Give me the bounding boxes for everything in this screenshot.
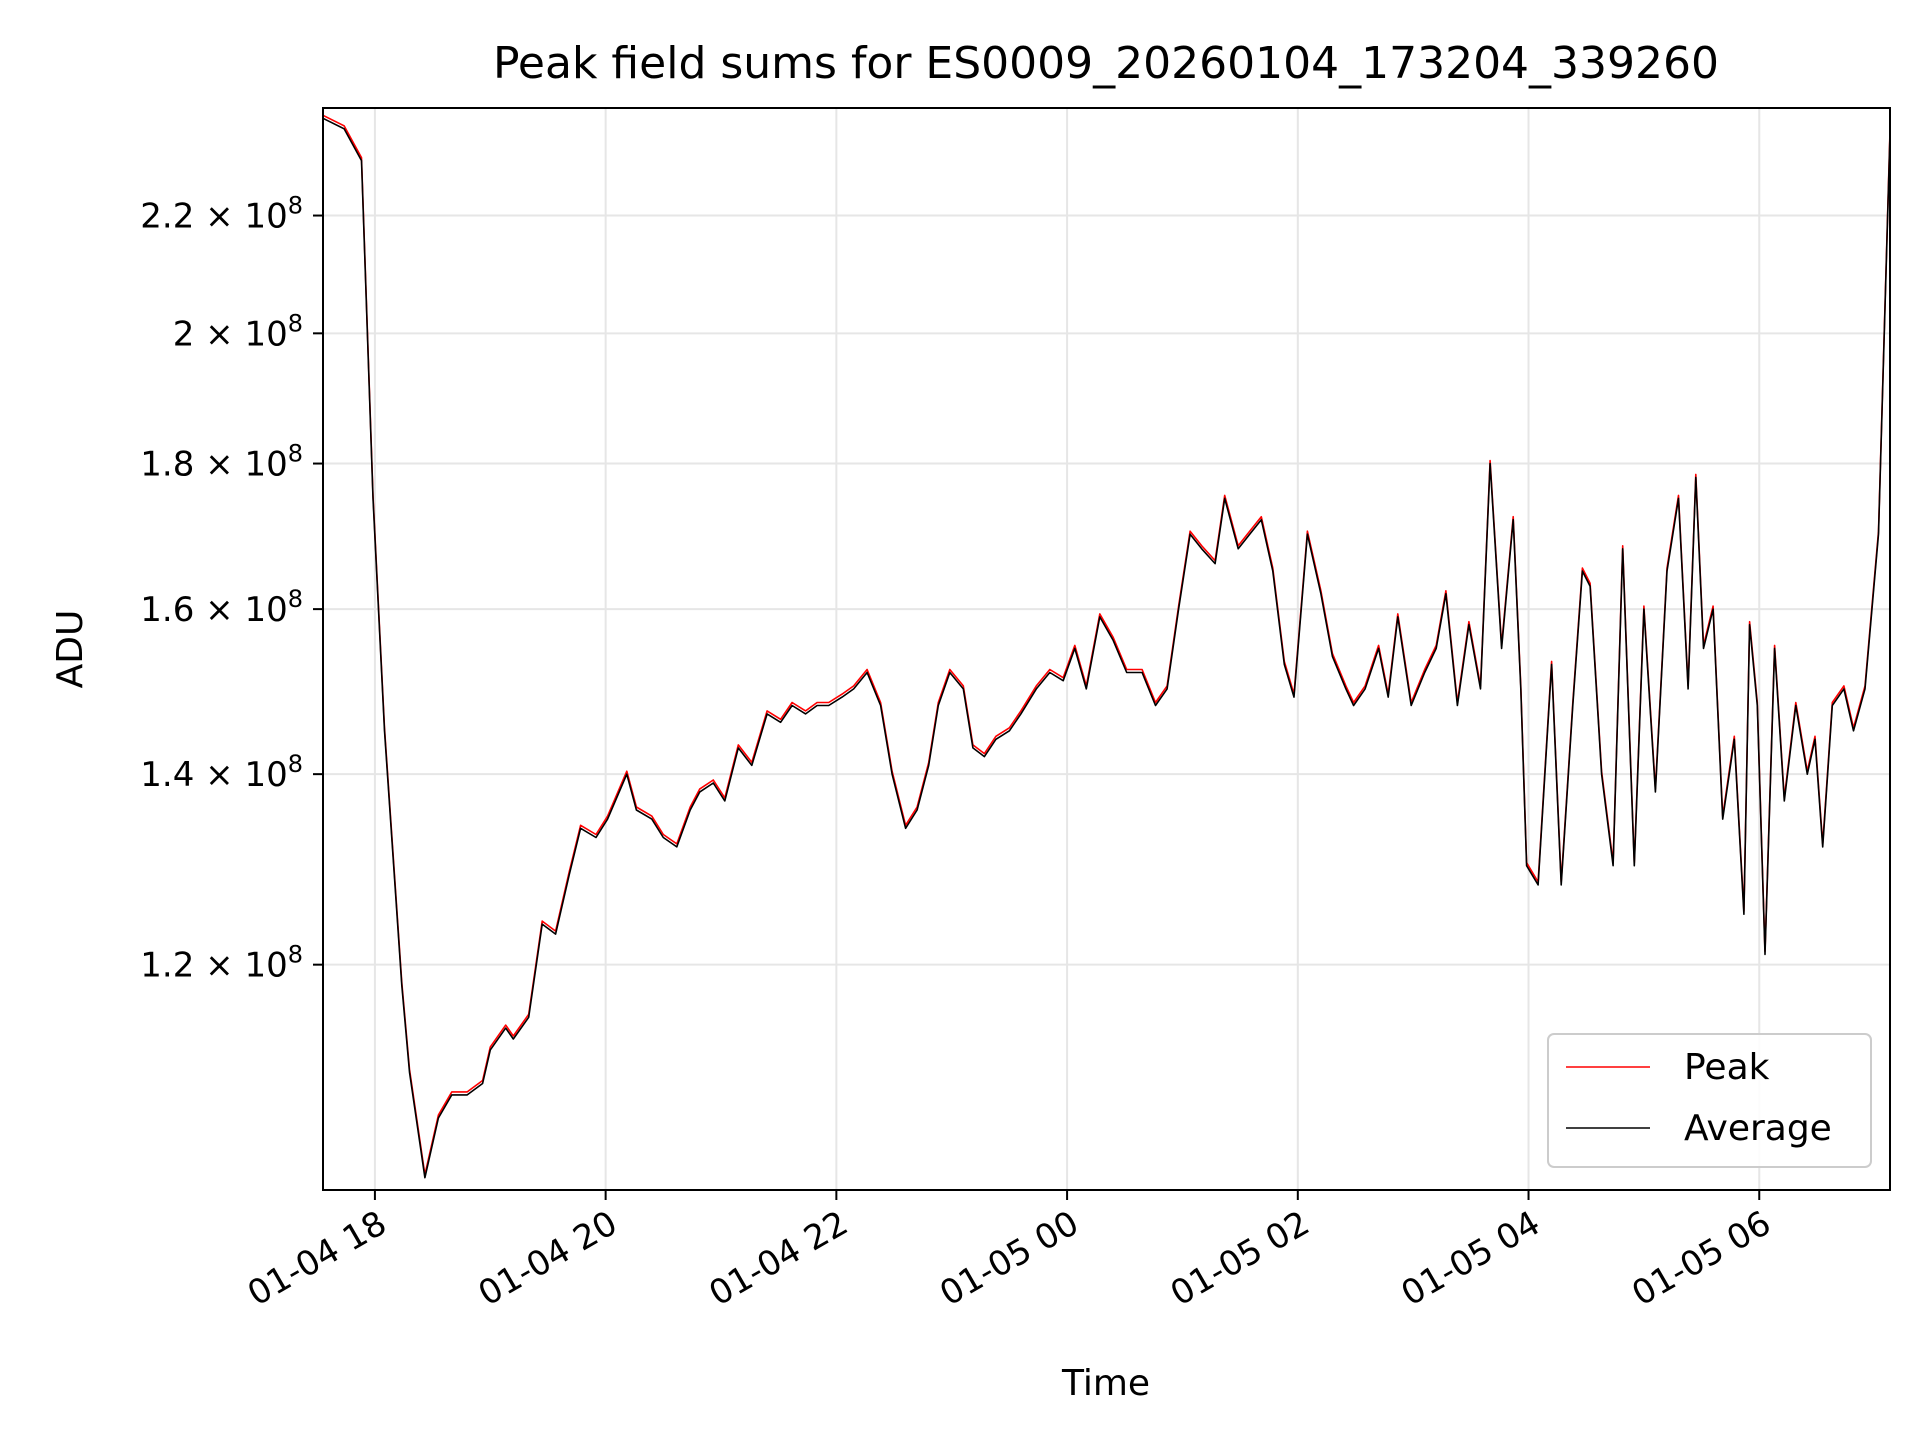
y-tick-label: 1.2 × 108 <box>140 941 303 986</box>
y-tick-label: 1.4 × 108 <box>140 750 303 795</box>
y-axis-label: ADU <box>50 610 91 689</box>
grid <box>323 108 1890 1190</box>
series-line-average <box>322 117 1891 1179</box>
x-axis-label: Time <box>1061 1363 1150 1404</box>
chart-title: Peak field sums for ES0009_20260104_1732… <box>493 38 1719 89</box>
legend-label-average: Average <box>1684 1108 1832 1149</box>
y-tick-label: 2 × 108 <box>173 309 303 354</box>
plot-frame <box>322 107 1891 1191</box>
y-axis-ticks: 1.2 × 108 1.4 × 108 1.6 × 108 1.8 × 108 2 × … <box>140 192 323 986</box>
y-tick-label: 1.8 × 108 <box>140 440 303 485</box>
y-tick-label: 2.2 × 108 <box>140 192 303 237</box>
legend: Peak Average <box>1547 1033 1872 1168</box>
series-lines <box>322 114 1891 1179</box>
y-tick-label: 1.6 × 108 <box>140 585 303 630</box>
legend-label-peak: Peak <box>1684 1047 1770 1088</box>
